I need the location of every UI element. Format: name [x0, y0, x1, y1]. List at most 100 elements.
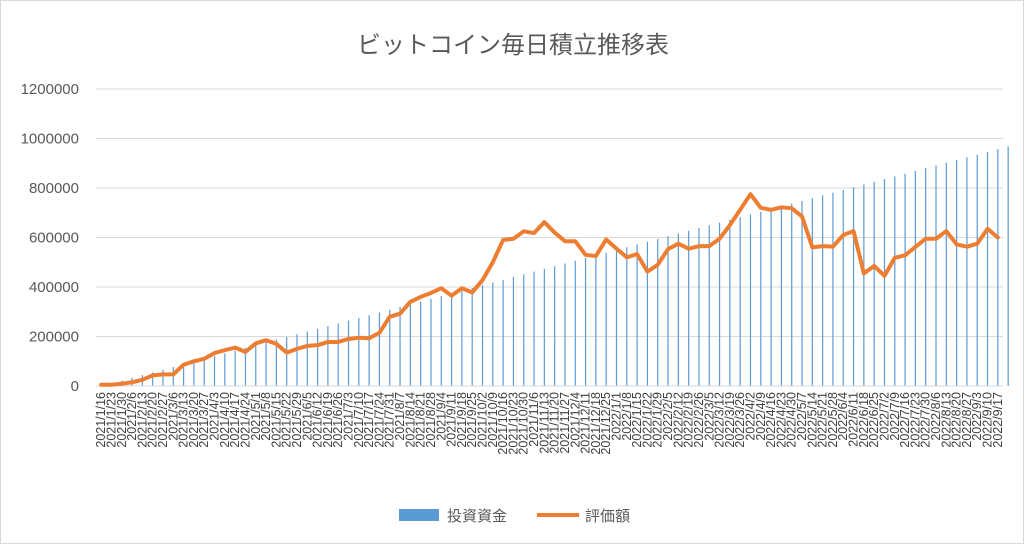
x-tick-label: 2022/9/17 — [991, 392, 1005, 448]
x-axis-ticks: 2021/1/162021/1/232021/1/302021/2/62021/… — [94, 392, 1005, 455]
bar — [193, 361, 195, 386]
y-tick-label: 1000000 — [21, 131, 79, 148]
bar — [327, 326, 329, 386]
x-tick-label: 2021/2/13 — [135, 392, 149, 448]
bar — [842, 189, 844, 386]
x-tick-label: 2022/2/26 — [692, 392, 706, 448]
bar — [533, 271, 535, 386]
x-tick-label: 2022/3/26 — [733, 392, 747, 448]
bar — [708, 225, 710, 386]
x-tick-label: 2021/7/10 — [352, 392, 366, 448]
x-tick-label: 2021/11/20 — [548, 392, 562, 454]
x-tick-label: 2021/7/24 — [372, 392, 386, 448]
x-tick-label: 2022/1/29 — [651, 392, 665, 448]
bar — [749, 214, 752, 386]
bar — [492, 282, 494, 386]
x-tick-label: 2021/3/27 — [197, 392, 211, 448]
bar — [925, 168, 927, 386]
x-tick-label: 2022/6/18 — [857, 392, 871, 448]
bar — [255, 345, 257, 386]
x-tick-label: 2021/8/14 — [403, 392, 417, 448]
x-tick-label: 2022/8/20 — [950, 392, 964, 448]
bar — [234, 350, 236, 386]
bar — [265, 342, 267, 386]
bar — [554, 266, 556, 386]
bar — [852, 187, 855, 386]
bar — [172, 366, 174, 386]
x-tick-label: 2022/1/22 — [640, 392, 654, 448]
x-tick-label: 2021/5/15 — [269, 392, 283, 448]
bar — [811, 198, 813, 386]
x-tick-label: 2021/2/6 — [125, 392, 139, 441]
bar — [770, 209, 772, 386]
x-tick-label: 2021/12/11 — [579, 392, 593, 454]
x-tick-label: 2021/9/11 — [445, 392, 459, 447]
x-tick-label: 2022/4/23 — [774, 392, 788, 448]
bar — [760, 211, 762, 386]
bar — [162, 369, 164, 386]
y-tick-label: 400000 — [29, 279, 79, 296]
bar — [945, 162, 947, 386]
x-tick-label: 2021/5/22 — [280, 392, 294, 448]
bar — [306, 331, 308, 386]
legend-swatch-investment — [399, 509, 439, 521]
bar — [512, 277, 515, 386]
x-tick-label: 2022/8/13 — [939, 392, 953, 448]
bar — [244, 347, 247, 386]
bar — [688, 230, 690, 386]
x-tick-label: 2021/10/9 — [486, 392, 500, 448]
bar — [224, 353, 226, 386]
bar — [904, 173, 906, 386]
bar — [368, 315, 370, 386]
bar — [605, 252, 607, 386]
bar — [914, 170, 916, 386]
bar — [213, 356, 216, 386]
x-tick-label: 2021/12/25 — [599, 392, 613, 455]
x-tick-label: 2021/6/26 — [331, 392, 345, 448]
bar — [203, 358, 205, 386]
x-tick-label: 2022/5/14 — [805, 392, 819, 448]
x-tick-label: 2021/4/17 — [228, 392, 242, 448]
bar — [286, 336, 288, 386]
bar — [420, 301, 422, 386]
x-tick-label: 2021/2/20 — [146, 392, 160, 448]
x-tick-label: 2021/8/21 — [414, 392, 428, 448]
bar — [574, 260, 576, 386]
y-tick-label: 200000 — [29, 329, 79, 346]
x-tick-label: 2021/8/7 — [393, 392, 407, 441]
x-tick-label: 2022/4/30 — [785, 392, 799, 448]
x-tick-label: 2022/1/1 — [609, 392, 623, 441]
x-tick-label: 2022/6/25 — [867, 392, 881, 448]
bar — [894, 176, 896, 386]
bar — [997, 149, 999, 386]
x-tick-label: 2021/4/3 — [208, 392, 222, 441]
x-tick-label: 2021/11/13 — [537, 392, 551, 454]
x-tick-label: 2022/7/23 — [908, 392, 922, 448]
x-tick-label: 2022/9/10 — [981, 392, 995, 448]
bar — [698, 228, 700, 386]
bar — [471, 287, 473, 386]
bar — [976, 154, 978, 386]
x-tick-label: 2021/2/27 — [156, 392, 170, 448]
legend-label-valuation: 評価額 — [585, 507, 630, 525]
x-tick-label: 2021/12/18 — [589, 392, 603, 455]
bar — [636, 244, 638, 386]
x-tick-label: 2022/4/16 — [764, 392, 778, 448]
chart-title: ビットコイン毎日積立推移表 — [357, 31, 669, 59]
x-tick-label: 2021/9/25 — [465, 392, 479, 448]
x-tick-label: 2021/6/12 — [311, 392, 325, 448]
x-tick-label: 2021/10/30 — [517, 392, 531, 455]
bar — [863, 184, 865, 386]
x-tick-label: 2021/3/20 — [187, 392, 201, 448]
x-tick-label: 2022/4/9 — [754, 392, 768, 441]
gridlines — [96, 88, 1003, 387]
x-tick-label: 2022/5/7 — [795, 392, 809, 441]
x-tick-label: 2021/6/5 — [300, 392, 314, 441]
x-tick-label: 2022/1/15 — [630, 392, 644, 448]
x-tick-label: 2021/10/16 — [496, 392, 510, 455]
x-tick-label: 2021/1/30 — [115, 392, 129, 448]
x-tick-label: 2021/9/18 — [455, 392, 469, 448]
y-tick-label: 0 — [71, 378, 79, 395]
x-tick-label: 2022/6/11 — [847, 392, 861, 447]
